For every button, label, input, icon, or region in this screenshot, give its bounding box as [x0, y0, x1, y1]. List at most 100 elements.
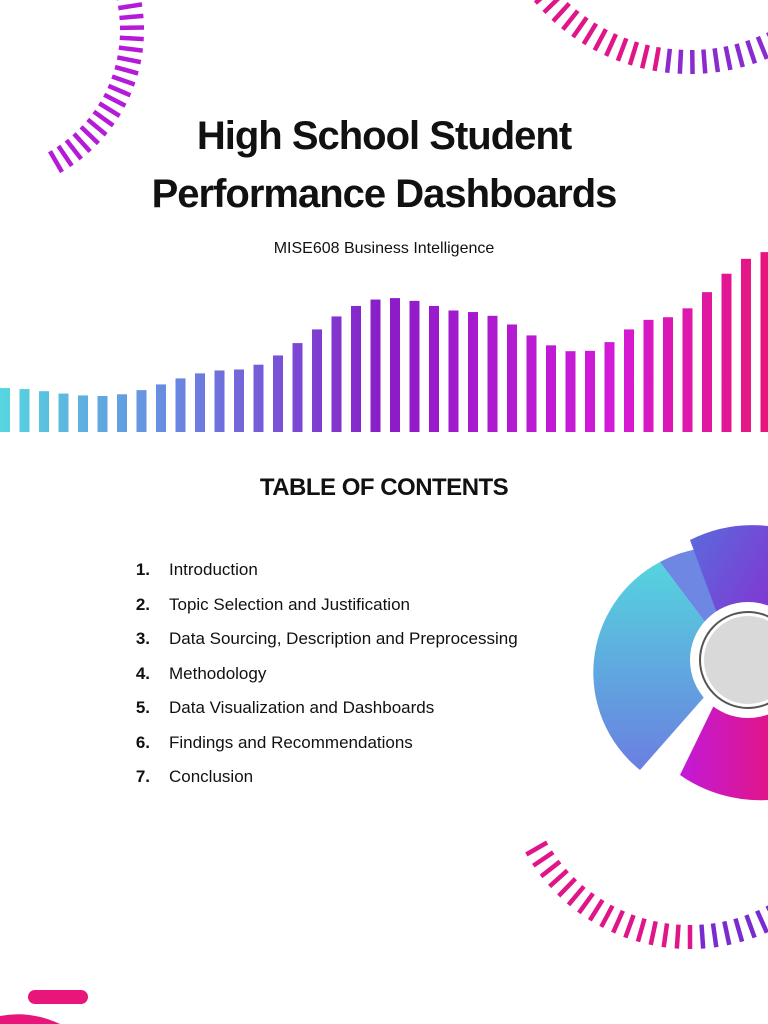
arc-tick	[611, 909, 625, 934]
wave-bar	[663, 317, 673, 432]
arc-tick	[755, 35, 768, 60]
wave-bar	[58, 393, 69, 432]
wave-bar	[117, 394, 127, 432]
arc-tick	[571, 16, 589, 39]
wave-bar	[273, 355, 283, 432]
arc-tick	[699, 924, 706, 949]
wave-bar	[546, 345, 556, 432]
wave-bar	[643, 319, 654, 432]
pill	[28, 990, 88, 1004]
tick-arcs	[48, 0, 768, 949]
wave-bar	[468, 312, 478, 432]
wave-bar	[78, 395, 88, 432]
arc-tick	[677, 49, 684, 74]
toc-number: 3.	[135, 629, 150, 648]
wave-bar	[624, 329, 634, 432]
arc-tick	[48, 150, 64, 174]
wave-bar	[0, 388, 10, 432]
toc-text: Data Visualization and Dashboards	[169, 698, 435, 717]
wave-bar	[585, 350, 595, 432]
title-line: Performance Dashboards	[151, 172, 618, 216]
toc-number: 7.	[135, 767, 150, 786]
arc-tick	[587, 898, 605, 922]
arc-tick	[111, 74, 136, 87]
arc-tick	[107, 83, 132, 98]
arc-tick	[639, 44, 650, 69]
toc-number: 5.	[135, 698, 150, 717]
arc-tick	[599, 904, 615, 928]
wave-bar	[214, 370, 225, 432]
arc-tick	[712, 48, 721, 73]
wave-bar	[175, 378, 186, 432]
arc-tick	[551, 1, 571, 23]
arc-tick	[723, 45, 733, 71]
wave-bar	[234, 369, 244, 432]
arc-tick	[674, 924, 681, 949]
arc-tick	[577, 892, 595, 915]
arc-tick	[722, 920, 732, 946]
wave-bar	[409, 300, 420, 432]
wave-bar	[156, 384, 166, 432]
arc-tick	[64, 138, 84, 161]
arc-tick	[56, 144, 74, 168]
wave-bar	[448, 310, 459, 432]
arc-tick	[525, 840, 549, 857]
arc-tick	[627, 41, 640, 66]
arc-tick	[592, 28, 608, 52]
wave-bar	[136, 390, 147, 432]
arc-tick	[648, 920, 658, 946]
wave-bar	[195, 373, 205, 432]
corner-shape	[0, 1014, 60, 1024]
arc-tick	[664, 48, 673, 73]
toc-text: Introduction	[169, 560, 258, 579]
arc-tick	[72, 132, 92, 154]
arc-tick	[119, 35, 144, 42]
arc-tick	[566, 884, 586, 907]
wave-bar	[253, 364, 264, 432]
toc-text: Data Sourcing, Description and Preproces…	[169, 629, 518, 648]
toc-text: Topic Selection and Justification	[169, 594, 410, 614]
wave-bar	[39, 391, 49, 432]
wave-bar	[721, 273, 732, 432]
wave-bar	[604, 342, 615, 432]
donut-ring	[699, 611, 768, 709]
arc-tick	[548, 868, 569, 889]
arc-tick	[539, 859, 562, 879]
arc-tick	[92, 109, 115, 128]
arc-tick	[745, 39, 758, 65]
arc-tick	[733, 917, 745, 943]
wave-bar	[370, 299, 381, 432]
arc-tick	[661, 923, 670, 948]
arc-tick	[652, 46, 661, 72]
title-line: High School Student	[196, 114, 572, 158]
arc-tick	[635, 917, 647, 943]
wave-bar	[682, 308, 693, 432]
toc-heading: TABLE OF CONTENTS	[259, 474, 509, 501]
arc-tick	[615, 37, 629, 62]
wave-bar	[292, 343, 303, 432]
wave-bar	[507, 324, 517, 432]
arc-tick	[119, 13, 144, 21]
wave-bar	[97, 395, 108, 432]
arc-tick	[79, 125, 100, 146]
toc-number: 6.	[135, 732, 150, 752]
subtitle: MISE608 Business Intelligence	[273, 240, 495, 257]
donut-center	[704, 616, 768, 704]
wave-bar	[390, 298, 400, 432]
arc-tick	[710, 923, 719, 948]
arc-tick	[542, 0, 560, 15]
arc-tick	[118, 45, 143, 53]
arc-tick	[557, 877, 577, 898]
wave-bar	[565, 351, 576, 432]
toc-number: 4.	[135, 663, 150, 683]
wave-bar	[760, 252, 768, 432]
wave-bar	[702, 292, 712, 432]
wave-bar	[19, 389, 30, 432]
wave-bar	[741, 258, 751, 432]
arc-tick	[623, 914, 636, 939]
arc-tick	[734, 43, 745, 68]
toc-text: Conclusion	[169, 767, 254, 786]
arc-tick	[103, 92, 127, 108]
arc-tick	[117, 2, 143, 11]
